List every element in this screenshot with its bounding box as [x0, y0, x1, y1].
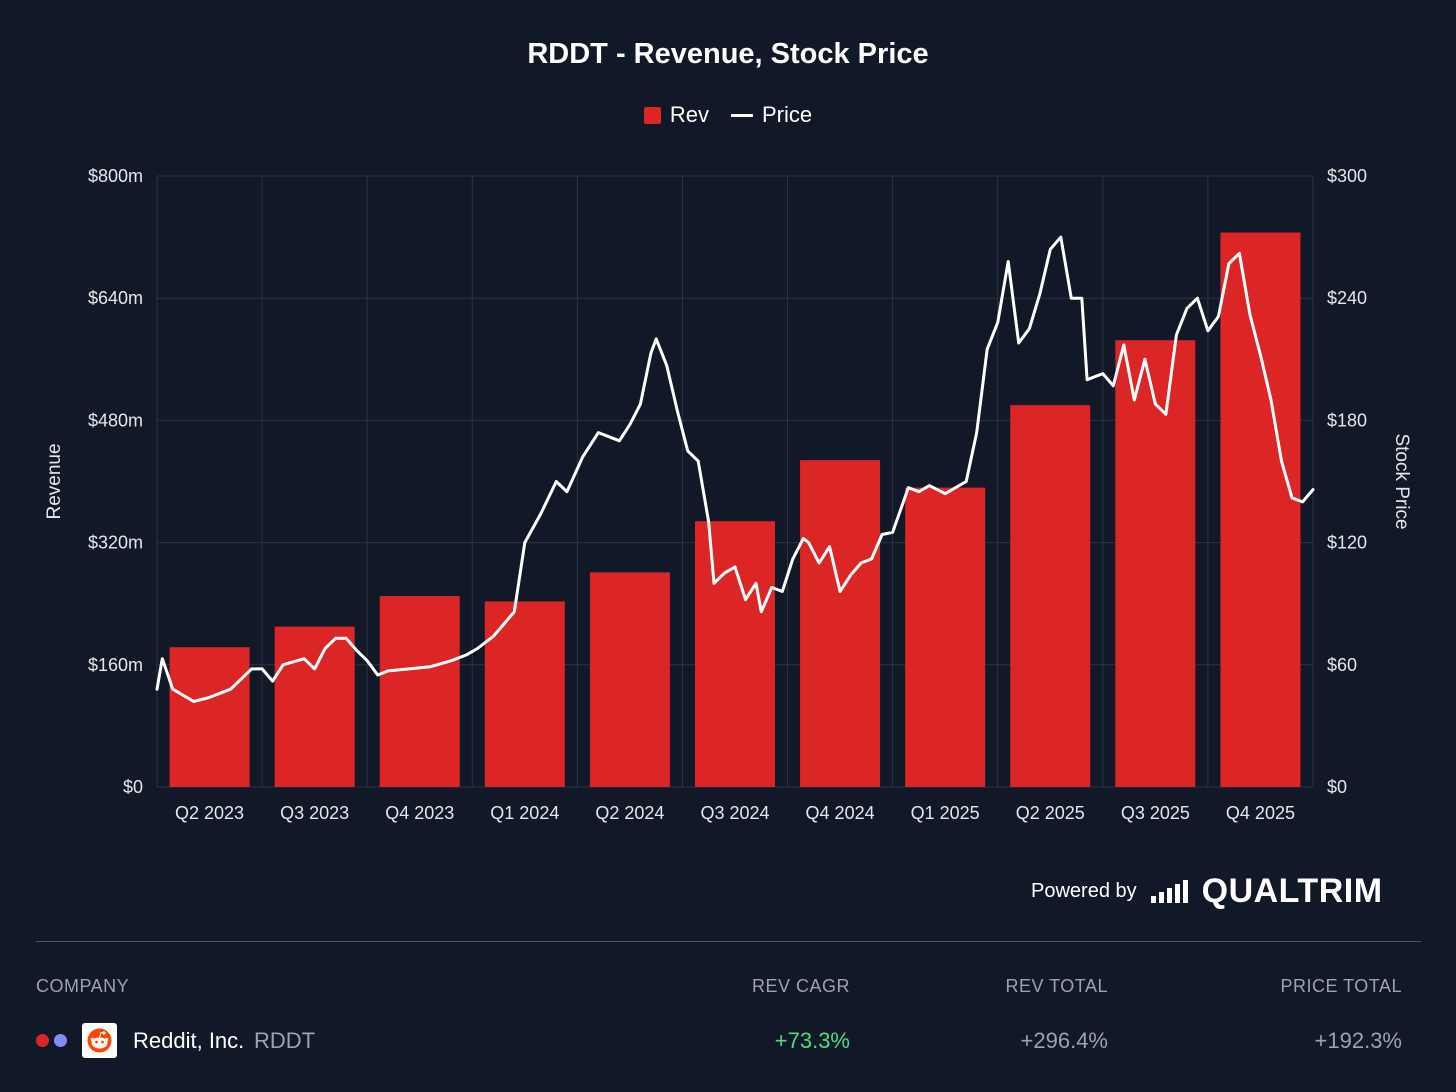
x-tick-label: Q3 2025	[1121, 803, 1190, 823]
x-tick-label: Q1 2024	[490, 803, 559, 823]
reddit-alien-icon	[82, 1023, 117, 1058]
y2-tick-label: $60	[1327, 655, 1357, 675]
y-tick-label: $0	[123, 777, 143, 797]
brand-name: QUALTRIM	[1201, 872, 1383, 910]
revenue-bar	[484, 601, 565, 787]
price-line	[155, 235, 1315, 703]
y2-tick-label: $240	[1327, 288, 1367, 308]
revenue-bar	[905, 487, 986, 787]
y2-tick-label: $120	[1327, 533, 1367, 553]
x-tick-label: Q2 2023	[175, 803, 244, 823]
x-tick-label: Q3 2023	[280, 803, 349, 823]
x-tick-label: Q2 2025	[1016, 803, 1085, 823]
revenue-bar	[1115, 340, 1196, 787]
y-tick-label: $320m	[88, 533, 143, 553]
y-tick-label: $480m	[88, 410, 143, 430]
y2-axis-title: Stock Price	[1391, 433, 1412, 529]
series-dot-rev	[36, 1034, 49, 1047]
series-dot-price	[54, 1034, 67, 1047]
column-header-rev-total[interactable]: REV TOTAL	[1005, 976, 1108, 996]
company-ticker: RDDT	[254, 1028, 316, 1053]
chart-title: RDDT - Revenue, Stock Price	[527, 38, 929, 70]
chart-axes: $0 $0 $160m $60 $320m $120 $480m $180 $640m $240 $…	[44, 166, 1412, 823]
x-tick-label: Q4 2023	[385, 803, 454, 823]
rev-cagr-value: +73.3%	[774, 1028, 850, 1053]
powered-by-text: Powered by	[1031, 880, 1137, 902]
legend-label-price: Price	[762, 102, 813, 127]
revenue-bar	[1220, 232, 1301, 787]
divider	[36, 941, 1421, 942]
chart-legend: Rev Price	[0, 102, 1456, 128]
column-header-rev-cagr[interactable]: REV CAGR	[751, 976, 850, 996]
revenue-bar	[695, 521, 775, 787]
revenue-bar	[1010, 405, 1091, 787]
revenue-bar	[589, 572, 670, 787]
revenue-bar	[169, 647, 250, 787]
revenue-bars	[169, 232, 1301, 787]
legend-swatch-rev	[643, 106, 661, 124]
legend-item-price[interactable]: Price	[731, 102, 812, 128]
y-tick-label: $160m	[88, 655, 143, 675]
bar-chart-icon	[1150, 879, 1188, 903]
y-tick-label: $800m	[88, 166, 143, 186]
revenue-bar	[379, 596, 460, 787]
price-total-value: +192.3%	[1314, 1028, 1402, 1053]
y-tick-label: $640m	[88, 288, 143, 308]
x-tick-label: Q2 2024	[595, 803, 664, 823]
chart-plot: $0 $0 $160m $60 $320m $120 $480m $180 $640m $240 $…	[44, 166, 1412, 823]
revenue-bar	[800, 460, 881, 787]
x-tick-label: Q4 2024	[806, 803, 875, 823]
column-header-company[interactable]: COMPANY	[36, 976, 130, 996]
y2-tick-label: $180	[1327, 410, 1367, 430]
price-line-group	[155, 235, 1315, 703]
legend-item-rev[interactable]: Rev	[643, 102, 709, 128]
x-tick-label: Q1 2025	[911, 803, 980, 823]
y2-tick-label: $300	[1327, 166, 1367, 186]
column-header-price-total[interactable]: PRICE TOTAL	[1280, 976, 1402, 996]
legend-label-rev: Rev	[669, 102, 709, 127]
x-tick-label: Q3 2024	[700, 803, 769, 823]
powered-by[interactable]: Powered by QUALTRIM	[1031, 872, 1383, 911]
x-tick-label: Q4 2025	[1226, 803, 1295, 823]
legend-swatch-price	[731, 113, 753, 117]
rev-total-value: +296.4%	[1020, 1028, 1108, 1053]
company-name: Reddit, Inc.	[133, 1028, 245, 1053]
y2-tick-label: $0	[1327, 777, 1347, 797]
revenue-bar	[274, 626, 355, 787]
y-axis-title: Revenue	[44, 443, 65, 519]
